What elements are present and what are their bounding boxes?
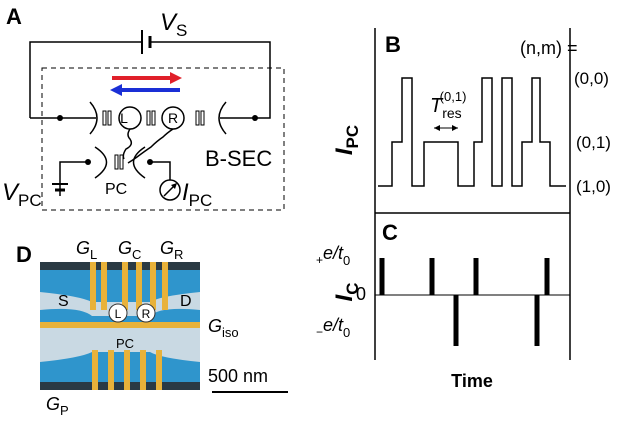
- circuit: [30, 30, 284, 210]
- figure: A VS L R PC B-SEC VPC IPC B IPC Tres(0,1…: [0, 0, 622, 423]
- tick-label: −e/t0: [316, 315, 350, 340]
- panel-label: D: [16, 242, 32, 267]
- pc-label: PC: [116, 336, 134, 351]
- source-label: S: [58, 293, 69, 310]
- pc-voltage: VPC: [2, 179, 42, 210]
- dot-label: R: [142, 307, 151, 321]
- y-axis-label: IPC: [331, 125, 362, 155]
- drain-label: D: [180, 293, 192, 310]
- current-trace: [378, 78, 566, 186]
- dot-label: L: [120, 110, 128, 126]
- scale-label: 500 nm: [208, 366, 268, 386]
- pc-current: IPC: [182, 179, 212, 210]
- dot-label: R: [168, 110, 178, 126]
- source-voltage: VS: [160, 9, 187, 40]
- tick-label: 0: [356, 284, 366, 304]
- residence-time: Tres(0,1): [430, 89, 466, 121]
- gate-label: GL: [76, 238, 97, 262]
- dot-label: L: [115, 307, 122, 321]
- state-label: (0,1): [576, 133, 611, 152]
- gate-label: GC: [118, 238, 141, 262]
- state-header: (n,m) =: [520, 38, 578, 58]
- panel-label: A: [6, 4, 22, 29]
- tick-label: +e/t0: [316, 243, 350, 268]
- panel-label: C: [382, 220, 398, 245]
- gate-label: GR: [160, 238, 183, 262]
- x-axis-label: Time: [451, 371, 493, 391]
- state-label: (1,0): [576, 177, 611, 196]
- panel-label: B: [385, 32, 401, 57]
- state-label: (0,0): [574, 69, 609, 88]
- gate-label: GP: [46, 394, 69, 418]
- pc-label: PC: [105, 181, 127, 198]
- device-label: B-SEC: [205, 146, 272, 171]
- iso-gate-label: Giso: [208, 316, 239, 340]
- pulses: [382, 258, 547, 346]
